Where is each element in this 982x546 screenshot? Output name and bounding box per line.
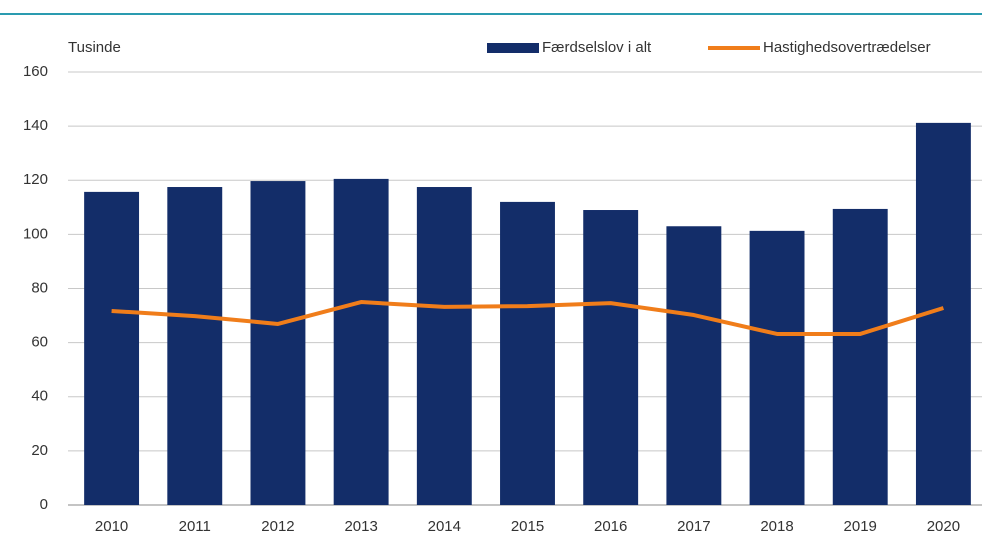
x-tick-label: 2014 — [428, 518, 461, 535]
x-tick-label: 2019 — [844, 518, 877, 535]
bar — [416, 187, 472, 505]
x-tick-label: 2016 — [594, 518, 627, 535]
bar — [84, 191, 140, 505]
y-tick-label: 120 — [23, 171, 48, 188]
y-axis-title: Tusinde — [68, 39, 121, 56]
y-tick-label: 100 — [23, 225, 48, 242]
bar — [333, 178, 389, 505]
bar — [666, 226, 722, 505]
x-tick-label: 2013 — [344, 518, 377, 535]
x-tick-label: 2010 — [95, 518, 128, 535]
bar — [500, 201, 555, 505]
line-series — [111, 300, 945, 336]
bar — [749, 230, 805, 505]
x-tick-label: 2020 — [927, 518, 960, 535]
x-tick-label: 2015 — [511, 518, 544, 535]
y-tick-label: 20 — [31, 442, 48, 459]
x-tick-label: 2011 — [179, 518, 211, 535]
bar — [250, 181, 306, 505]
bar — [583, 210, 639, 506]
bar — [832, 208, 888, 505]
legend-label: Færdselslov i alt — [542, 39, 652, 56]
y-tick-label: 60 — [31, 334, 48, 351]
y-tick-label: 0 — [40, 496, 48, 513]
x-tick-label: 2012 — [261, 518, 294, 535]
y-tick-label: 140 — [23, 117, 48, 134]
x-tick-label: 2017 — [677, 518, 710, 535]
y-tick-label: 80 — [31, 279, 48, 296]
x-tick-label: 2018 — [760, 518, 793, 535]
y-tick-label: 40 — [31, 388, 48, 405]
y-tick-label: 160 — [23, 63, 48, 80]
legend-label: Hastighedsovertrædelser — [763, 39, 931, 56]
legend-swatch — [487, 43, 539, 53]
bar — [167, 187, 223, 505]
